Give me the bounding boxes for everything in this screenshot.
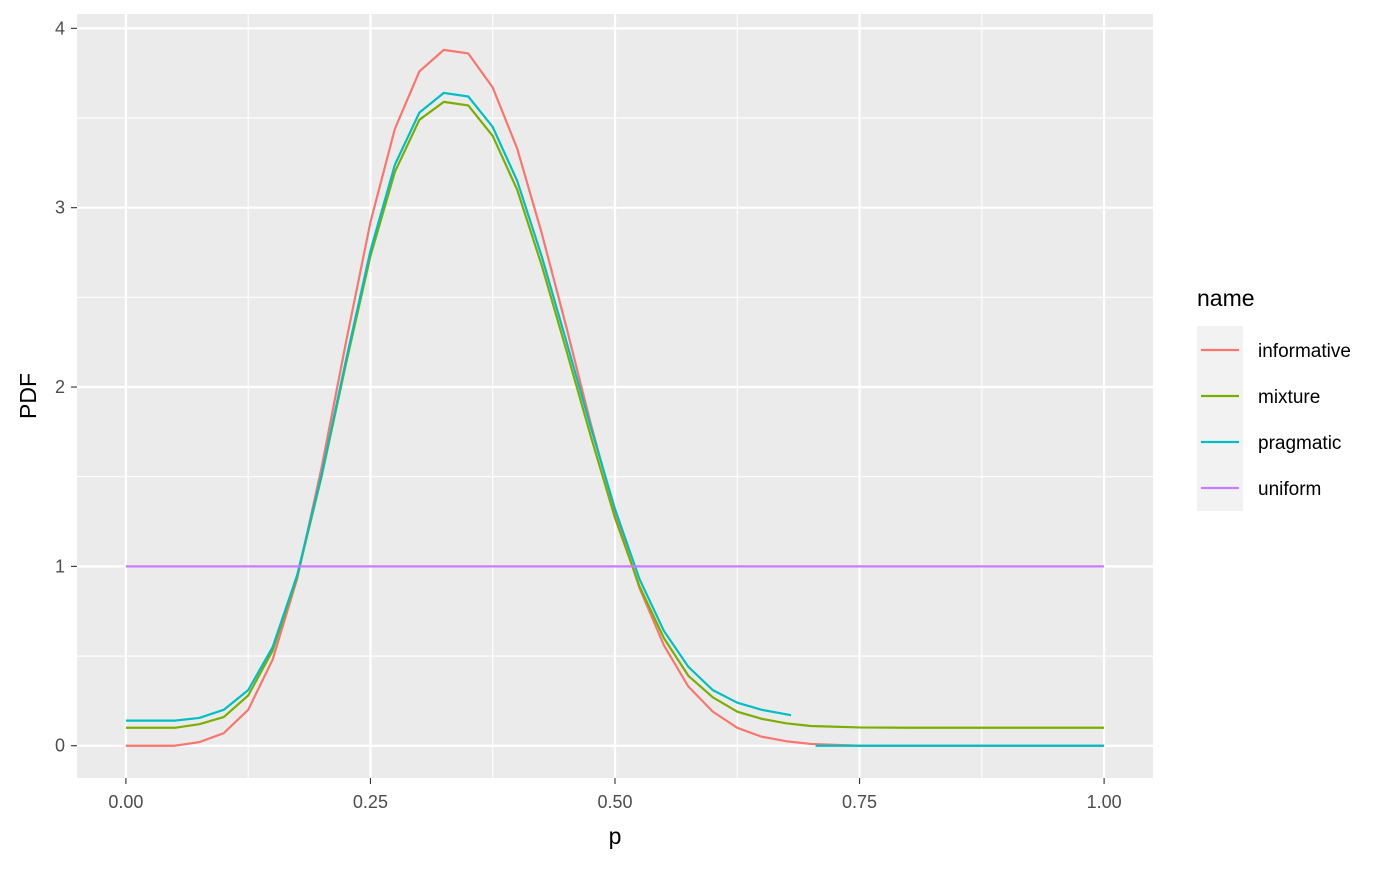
y-tick-label: 1 — [55, 556, 65, 576]
legend-title: name — [1197, 285, 1255, 311]
y-tick-label: 0 — [55, 736, 65, 756]
legend: name informative mixture pragmatic uniform — [1197, 285, 1351, 511]
x-tick-label: 0.00 — [108, 792, 143, 812]
legend-label-informative: informative — [1258, 341, 1351, 362]
legend-label-pragmatic: pragmatic — [1258, 433, 1341, 454]
series-line-pragmatic — [125, 91, 792, 722]
x-axis: 0.00 0.25 0.50 0.75 1.00 — [108, 778, 1122, 812]
legend-label-mixture: mixture — [1258, 387, 1320, 408]
legend-key-background — [1197, 326, 1243, 511]
y-tick-label: 2 — [55, 377, 65, 397]
x-axis-title: p — [609, 823, 622, 849]
series-line-informative — [125, 48, 1105, 747]
y-tick-label: 4 — [55, 18, 65, 38]
x-tick-label: 0.50 — [597, 792, 632, 812]
series-lines — [125, 48, 1105, 747]
x-tick-label: 1.00 — [1087, 792, 1122, 812]
legend-items: informative mixture pragmatic uniform — [1201, 341, 1351, 500]
x-tick-label: 0.75 — [842, 792, 877, 812]
legend-label-uniform: uniform — [1258, 479, 1321, 500]
y-axis-title: PDF — [15, 373, 41, 419]
y-tick-label: 3 — [55, 198, 65, 218]
x-tick-label: 0.25 — [353, 792, 388, 812]
y-axis: 0 1 2 3 4 — [55, 18, 77, 756]
